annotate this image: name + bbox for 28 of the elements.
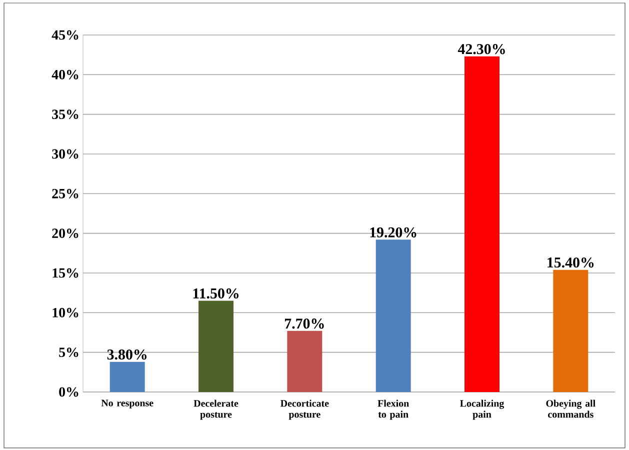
data-label: 15.40% [548, 257, 594, 268]
x-tick-label: Obeying all commands [546, 400, 596, 418]
data-label: 19.20% [370, 227, 416, 238]
x-tick-label: Flexion to pain [378, 400, 409, 420]
data-label: 3.80% [107, 349, 146, 360]
bar [376, 240, 411, 392]
x-tick-label: Decorticate posture [280, 400, 329, 420]
data-label: 42.30% [458, 44, 505, 54]
bar [553, 270, 588, 392]
x-tick-label: No response [101, 400, 154, 408]
y-tick-label: 5% [59, 348, 78, 358]
y-tick-label: 15% [52, 268, 78, 278]
y-tick-label: 0% [59, 387, 78, 397]
y-tick-label: 35% [52, 110, 78, 120]
y-tick-label: 25% [52, 188, 78, 198]
bar [287, 330, 322, 392]
bar [110, 362, 145, 392]
x-tick-label: Decelerate posture [194, 400, 238, 420]
x-tick-label: Localizing pain [460, 400, 504, 420]
y-tick-label: 30% [52, 149, 78, 159]
y-tick-label: 40% [52, 70, 78, 80]
data-label: 7.70% [284, 318, 324, 329]
bar [198, 300, 234, 392]
y-tick-label: 10% [52, 308, 78, 318]
bar [464, 56, 500, 392]
y-tick-label: 45% [52, 30, 78, 40]
data-label: 11.50% [193, 288, 238, 299]
y-tick-label: 20% [52, 228, 78, 238]
